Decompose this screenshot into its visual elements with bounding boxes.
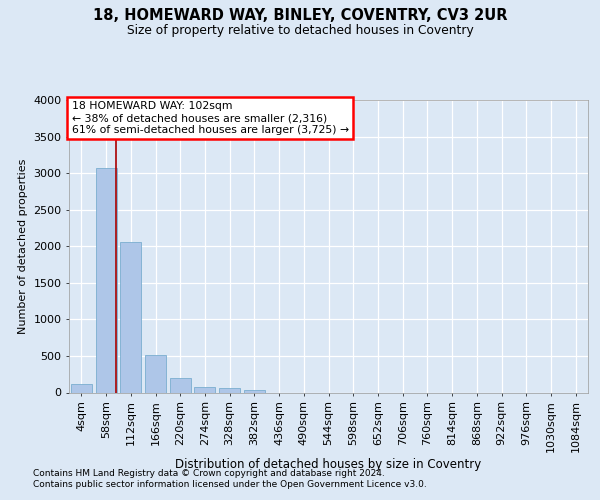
Bar — [95, 168, 116, 392]
Y-axis label: Number of detached properties: Number of detached properties — [17, 158, 28, 334]
X-axis label: Distribution of detached houses by size in Coventry: Distribution of detached houses by size … — [175, 458, 482, 470]
Bar — [145, 355, 166, 393]
Text: 18, HOMEWARD WAY, BINLEY, COVENTRY, CV3 2UR: 18, HOMEWARD WAY, BINLEY, COVENTRY, CV3 … — [93, 8, 507, 22]
Bar — [120, 242, 141, 392]
Text: Contains public sector information licensed under the Open Government Licence v3: Contains public sector information licen… — [33, 480, 427, 489]
Bar — [170, 378, 191, 392]
Bar — [244, 390, 265, 392]
Text: 18 HOMEWARD WAY: 102sqm
← 38% of detached houses are smaller (2,316)
61% of semi: 18 HOMEWARD WAY: 102sqm ← 38% of detache… — [71, 102, 349, 134]
Bar — [194, 386, 215, 392]
Bar — [219, 388, 240, 392]
Text: Size of property relative to detached houses in Coventry: Size of property relative to detached ho… — [127, 24, 473, 37]
Bar — [71, 384, 92, 392]
Text: Contains HM Land Registry data © Crown copyright and database right 2024.: Contains HM Land Registry data © Crown c… — [33, 469, 385, 478]
